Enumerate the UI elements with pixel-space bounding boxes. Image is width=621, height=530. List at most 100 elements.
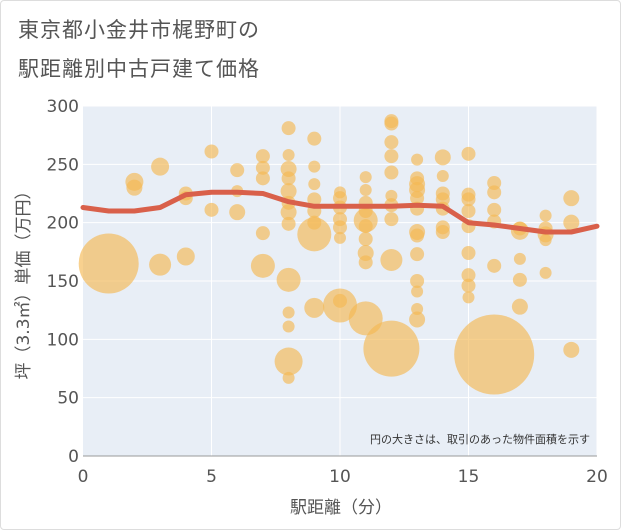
bubble-point <box>280 183 297 200</box>
bubble-point <box>385 189 398 202</box>
bubble-point <box>487 202 502 217</box>
bubble-point <box>410 191 425 206</box>
bubble-point <box>78 233 139 294</box>
bubble-point <box>511 298 528 315</box>
chart-title-line1: 東京都小金井市梶野町の <box>18 18 260 42</box>
bubble-point <box>280 204 297 221</box>
bubble-point <box>255 226 270 241</box>
bubble-point <box>410 274 425 288</box>
bubble-point <box>434 149 451 166</box>
bubble-point <box>151 157 170 176</box>
bubble-point <box>462 291 475 304</box>
bubble-point <box>461 204 476 218</box>
bubble-point <box>229 204 246 221</box>
x-tick-label: 5 <box>206 467 217 487</box>
bubble-point <box>487 258 502 273</box>
bubble-point <box>380 249 403 271</box>
bubble-point <box>563 214 580 231</box>
bubble-point <box>323 288 357 323</box>
y-tick-label: 200 <box>47 214 79 234</box>
bubble-point <box>563 341 580 358</box>
bubble-point <box>308 178 321 191</box>
bubble-point <box>384 149 399 164</box>
bubble-point <box>281 216 296 231</box>
y-tick-label: 50 <box>57 389 79 409</box>
bubble-point <box>410 228 425 243</box>
bubble-point <box>539 266 552 279</box>
bubble-point <box>255 149 270 164</box>
y-tick-label: 100 <box>47 330 79 350</box>
bubble-point <box>435 225 450 239</box>
bubble-point <box>436 170 449 182</box>
bubble-point <box>308 160 321 173</box>
bubble-point <box>149 253 172 276</box>
bubble-point <box>204 144 219 159</box>
bubble-point <box>255 160 270 175</box>
bubble-point <box>461 146 476 161</box>
bubble-point <box>359 184 372 196</box>
bubble-point <box>461 246 476 260</box>
bubble-point <box>282 371 295 384</box>
bubble-point <box>274 347 303 376</box>
x-tick-label: 15 <box>458 467 480 487</box>
bubble-point <box>384 135 399 150</box>
bubble-point <box>411 285 424 298</box>
bubble-series <box>78 114 580 395</box>
bubble-point <box>359 171 372 184</box>
bubble-point <box>384 212 399 227</box>
chart-title-line2: 駅距離別中古戸建て価格 <box>18 57 260 81</box>
bubble-point <box>358 219 373 234</box>
bubble-point <box>304 297 325 318</box>
bubble-point <box>282 306 295 319</box>
bubble-point <box>384 165 399 180</box>
bubble-point <box>282 149 295 161</box>
bubble-point <box>411 153 424 166</box>
bubble-point <box>563 190 580 207</box>
x-axis-label: 駅距離（分） <box>290 498 392 518</box>
bubble-point <box>255 171 270 186</box>
bubble-point <box>276 267 301 292</box>
bubble-point <box>487 185 502 200</box>
axes: 0 50 100 150 200 250 300 0 5 10 15 20 <box>47 97 608 487</box>
bubble-point <box>334 231 346 244</box>
bubble-point <box>281 171 296 186</box>
bubble-point <box>513 252 526 265</box>
bubble-point <box>409 311 426 328</box>
bubble-point <box>461 192 476 207</box>
y-tick-label: 150 <box>47 272 79 292</box>
bubble-point <box>358 255 373 270</box>
y-tick-label: 300 <box>47 97 79 117</box>
bubble-point <box>410 247 425 262</box>
bubble-point <box>512 272 527 287</box>
bubble-point <box>358 232 373 246</box>
y-tick-label: 0 <box>68 447 79 467</box>
y-tick-label: 250 <box>47 155 79 175</box>
bubble-point <box>230 163 245 178</box>
bubble-point <box>363 320 420 377</box>
trend-line <box>80 189 600 235</box>
bubble-point <box>539 234 552 247</box>
bubble-point <box>454 314 535 395</box>
x-tick-label: 10 <box>329 467 351 487</box>
y-axis-label: 坪（3.3㎡）単価（万円） <box>14 182 34 379</box>
bubble-point <box>411 303 424 315</box>
bubble-point <box>461 268 476 283</box>
bubble-point <box>333 220 347 235</box>
bubble-point <box>297 217 332 252</box>
bubble-point <box>204 202 219 217</box>
trend-line-group <box>80 189 600 235</box>
bubble-point <box>384 116 399 131</box>
bubble-point <box>176 247 195 266</box>
bubble-point <box>282 320 295 333</box>
x-tick-label: 20 <box>586 467 608 487</box>
bubble-point <box>461 278 476 293</box>
bubble-point <box>307 192 322 207</box>
bubble-point <box>250 253 275 278</box>
x-tick-label: 0 <box>78 467 89 487</box>
bubble-point <box>126 179 143 196</box>
bubble-size-note: 円の大きさは、取引のあった物件面積を示す <box>370 432 590 446</box>
bubble-point <box>539 209 552 222</box>
bubble-point <box>307 131 322 146</box>
bubble-point <box>281 121 296 136</box>
